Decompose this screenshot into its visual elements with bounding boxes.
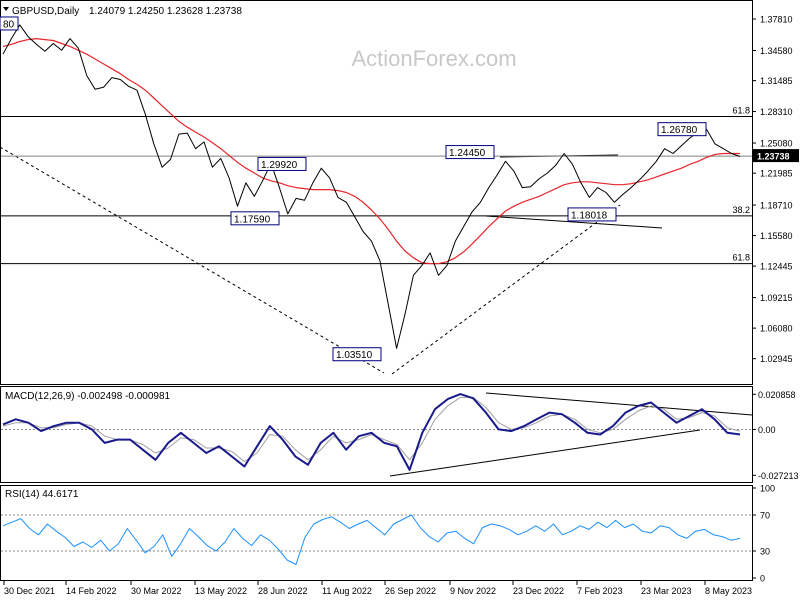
x-tick-label: 7 Feb 2023 <box>577 586 623 596</box>
current-price-label: 1.23738 <box>757 152 790 162</box>
annotation-box <box>0 16 19 31</box>
rsi-tick-label: 100 <box>760 484 775 494</box>
annotation-box <box>567 207 617 222</box>
macd-tick-label: -0.027213 <box>758 471 799 481</box>
x-tick-label: 9 Nov 2022 <box>450 586 496 596</box>
price-title: GBPUSD,Daily <box>12 6 79 17</box>
macd-tick-label: 0.020858 <box>758 390 796 400</box>
annotation-2: 1.17590 <box>230 211 280 226</box>
annotation-1: 1.29920 <box>257 156 307 171</box>
annotation-box <box>332 347 382 362</box>
macd-line <box>2 393 741 471</box>
macd-upper-trendline <box>485 392 753 416</box>
watermark: ActionForex.com <box>351 46 516 71</box>
annotation-6: 1.03510 <box>332 347 382 362</box>
price-tick-label: 1.15580 <box>760 231 793 241</box>
price-line <box>2 24 741 349</box>
dashed-trendline-right <box>391 204 621 375</box>
x-tick-label: 23 Mar 2023 <box>641 586 692 596</box>
rsi-line <box>2 514 741 565</box>
rsi-tick-label: 0 <box>760 574 765 584</box>
rsi-title: RSI(14) 44.6171 <box>5 489 79 500</box>
annotation-text: 1.03510 <box>336 350 373 361</box>
x-tick-label: 26 Sep 2022 <box>385 586 436 596</box>
price-tick-label: 1.12445 <box>760 262 793 272</box>
annotation-box <box>257 156 307 171</box>
price-tick-label: 1.25080 <box>760 139 793 149</box>
ohlc-values: 1.24079 1.24250 1.23628 1.23738 <box>89 6 242 17</box>
x-tick-label: 11 Aug 2022 <box>322 586 372 596</box>
rsi-tick-label: 30 <box>760 547 770 557</box>
moving-average-line <box>2 37 740 265</box>
x-tick-label: 13 May 2022 <box>195 586 247 596</box>
annotation-text: 1.24450 <box>449 148 486 159</box>
fib-level-label-1: 38.2 <box>732 205 750 215</box>
price-tick-label: 1.21985 <box>760 169 793 179</box>
rsi-tick-label: 70 <box>760 511 770 521</box>
annotation-box <box>445 145 495 160</box>
annotation-text: 1.17590 <box>234 214 271 225</box>
price-tick-label: 1.34580 <box>760 46 793 56</box>
annotation-text: 1.29920 <box>261 160 298 171</box>
price-tick-label: 1.37810 <box>760 15 793 25</box>
macd-tick-label: 0.00 <box>758 425 776 435</box>
annotation-box <box>657 122 707 137</box>
macd-title: MACD(12,26,9) -0.002498 -0.000981 <box>5 391 171 402</box>
annotation-0: 80 <box>0 16 19 31</box>
x-tick-label: 14 Feb 2022 <box>66 586 117 596</box>
rsi-panel <box>0 485 753 581</box>
annotation-4: 1.26780 <box>657 122 707 137</box>
annotation-text: 1.18018 <box>571 210 608 221</box>
x-tick-label: 23 Dec 2022 <box>513 586 564 596</box>
price-tick-label: 1.09215 <box>760 293 793 303</box>
channel-bottom-line <box>485 215 663 229</box>
trend-lines <box>0 146 753 477</box>
x-tick-label: 8 May 2023 <box>705 586 752 596</box>
price-panel <box>0 0 753 385</box>
annotation-5: 1.18018 <box>567 207 617 222</box>
macd-panel <box>0 386 753 483</box>
current-price-badge <box>753 149 799 163</box>
price-tick-label: 1.18710 <box>760 201 793 211</box>
x-tick-label: 30 Dec 2021 <box>4 586 55 596</box>
macd-lower-trendline <box>389 429 701 477</box>
annotation-3: 1.24450 <box>445 145 495 160</box>
price-tick-label: 1.06080 <box>760 324 793 334</box>
fib-level-label-2: 61.8 <box>732 253 750 263</box>
price-tick-label: 1.28310 <box>760 107 793 117</box>
annotation-text: 1.26780 <box>661 125 698 136</box>
annotation-text: 80 <box>3 19 15 30</box>
price-tick-label: 1.31485 <box>760 76 793 86</box>
fib-level-label-0: 61.8 <box>732 106 750 116</box>
price-header: GBPUSD,Daily 1.24079 1.24250 1.23628 1.2… <box>3 6 242 17</box>
price-tick-label: 1.02945 <box>760 354 793 364</box>
dashed-trendline-left <box>0 146 385 374</box>
x-tick-label: 28 Jun 2022 <box>258 586 308 596</box>
annotation-box <box>230 211 280 226</box>
x-tick-label: 30 Mar 2022 <box>131 586 182 596</box>
